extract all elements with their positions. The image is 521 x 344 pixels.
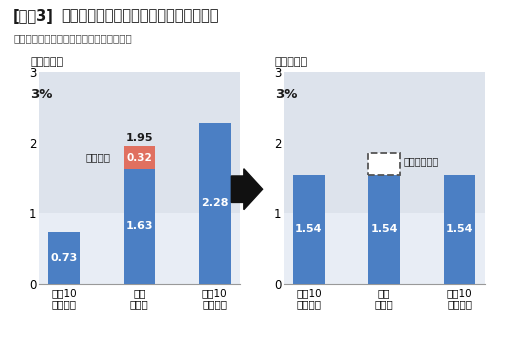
FancyArrow shape [231, 169, 263, 210]
Text: 1.54: 1.54 [295, 225, 322, 235]
Text: 0.73: 0.73 [51, 253, 78, 263]
Text: 1.54: 1.54 [446, 225, 474, 235]
Text: 1.95: 1.95 [126, 133, 153, 143]
Bar [444, 175, 475, 284]
Bar [284, 72, 485, 213]
Text: 2.28: 2.28 [201, 198, 229, 208]
Bar [199, 123, 230, 284]
Text: 0.32: 0.32 [127, 153, 152, 163]
Bar [48, 232, 80, 284]
Text: 介護保険料: 介護保険料 [275, 57, 308, 67]
Bar [123, 146, 155, 169]
Text: 国庫負担: 国庫負担 [86, 153, 111, 163]
Text: 介護保険料: 介護保険料 [30, 57, 63, 67]
Bar [368, 175, 400, 284]
Text: 3%: 3% [30, 88, 53, 101]
Bar [123, 169, 155, 284]
Text: 出典：厚生労働省、財務省資料を基に作成: 出典：厚生労働省、財務省資料を基に作成 [13, 33, 132, 43]
Text: 3%: 3% [275, 88, 297, 101]
Text: 総報酬割導入に伴う負担変更のイメージ: 総報酬割導入に伴う負担変更のイメージ [61, 9, 219, 24]
Bar [39, 72, 240, 213]
Text: [図表3]: [図表3] [13, 9, 54, 24]
Bar [293, 175, 325, 284]
Text: 1.54: 1.54 [370, 225, 398, 235]
Text: 1.63: 1.63 [126, 221, 153, 231]
Bar [368, 153, 400, 175]
Text: 国庫負担削減: 国庫負担削減 [404, 157, 439, 166]
